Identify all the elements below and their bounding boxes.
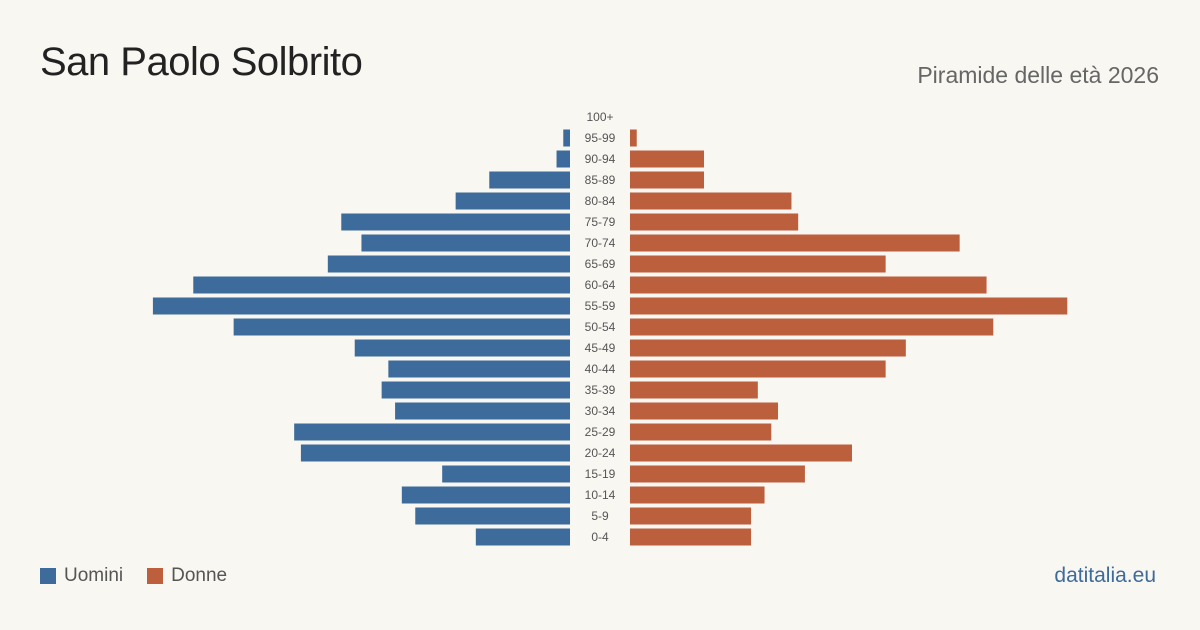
age-label: 45-49 [585,341,616,355]
bar-women [630,465,805,483]
bar-men [300,444,570,462]
chart-title: San Paolo Solbrito [40,40,363,84]
legend-swatch-men [40,568,56,584]
age-label: 55-59 [585,299,616,313]
bar-women [630,276,987,294]
age-label: 100+ [586,110,613,124]
age-label: 70-74 [585,236,616,250]
age-label: 50-54 [585,320,616,334]
bar-women [630,486,765,504]
bar-women [630,528,752,546]
bar-men [361,234,570,252]
age-label: 60-64 [585,278,616,292]
legend-item-men: Uomini [40,565,123,587]
legend-label-women: Donne [171,565,228,586]
bar-women [630,381,758,399]
bar-men [327,255,570,273]
bar-men [388,360,570,378]
bar-women [630,339,906,357]
age-label: 5-9 [591,509,609,523]
age-label: 65-69 [585,257,616,271]
bar-women [630,297,1068,315]
bar-women [630,402,778,420]
bar-women [630,150,704,168]
age-label: 90-94 [585,152,616,166]
brand-link[interactable]: datitalia.eu [1054,564,1156,587]
bar-men [401,486,570,504]
age-label: 0-4 [591,530,609,544]
age-label: 35-39 [585,383,616,397]
legend-label-men: Uomini [64,565,124,586]
bar-men [294,423,570,441]
age-label: 30-34 [585,404,616,418]
age-label: 20-24 [585,446,616,460]
age-label: 25-29 [585,425,616,439]
bar-men [193,276,571,294]
bar-men [233,318,571,336]
bar-men [341,213,570,231]
bar-women [630,192,792,210]
bar-women [630,507,752,525]
chart-subtitle: Piramide delle età 2026 [917,62,1159,88]
age-label: 85-89 [585,173,616,187]
bar-women [630,360,886,378]
bar-men [354,339,570,357]
legend-item-women: Donne [147,565,227,587]
age-label: 40-44 [585,362,616,376]
age-label: 80-84 [585,194,616,208]
bar-women [630,129,637,147]
bar-women [630,234,960,252]
bar-women [630,318,994,336]
age-label: 95-99 [585,131,616,145]
bar-men [489,171,570,189]
bar-women [630,213,799,231]
legend-swatch-women [147,568,164,584]
bar-men [556,150,570,168]
bar-men [563,129,570,147]
legend: Uomini Donne [40,565,251,587]
age-label: 75-79 [585,215,616,229]
bar-men [395,402,570,420]
bar-men [381,381,570,399]
bar-women [630,423,772,441]
age-label: 15-19 [585,467,616,481]
bar-women [630,444,852,462]
bar-women [630,255,886,273]
age-label: 10-14 [585,488,616,502]
bar-men [442,465,570,483]
bar-men [475,528,570,546]
bar-men [415,507,570,525]
bar-men [152,297,570,315]
bar-women [630,171,704,189]
bar-men [455,192,570,210]
